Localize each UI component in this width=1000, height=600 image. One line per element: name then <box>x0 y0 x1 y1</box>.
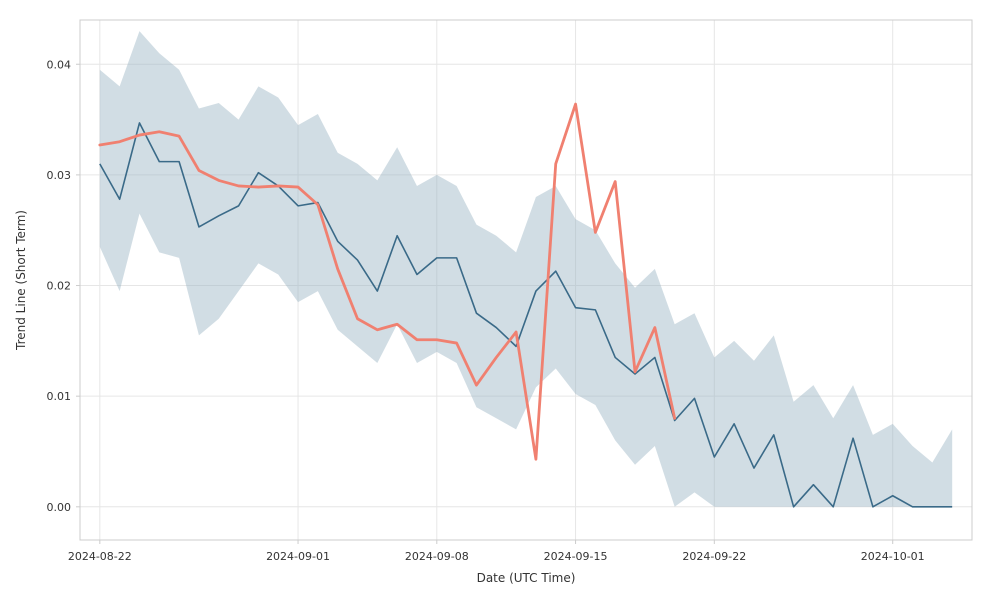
trend-chart: 2024-08-22 2024-09-01 2024-09-08 2024-09-15… <box>0 0 1000 600</box>
y-tick-label: 0.03 <box>47 169 72 182</box>
x-tick-label: 2024-10-01 <box>861 550 925 563</box>
y-axis-label: Trend Line (Short Term) <box>14 210 28 351</box>
x-axis-label: Date (UTC Time) <box>477 571 576 585</box>
x-tick-label: 2024-09-22 <box>682 550 746 563</box>
y-tick-label: 0.01 <box>47 390 72 403</box>
y-tick-label: 0.04 <box>47 58 72 71</box>
y-tick-label: 0.02 <box>47 280 72 293</box>
x-tick-label: 2024-09-01 <box>266 550 330 563</box>
x-tick-label: 2024-09-08 <box>405 550 469 563</box>
x-tick-label: 2024-09-15 <box>544 550 608 563</box>
x-tick-label: 2024-08-22 <box>68 550 132 563</box>
y-tick-label: 0.00 <box>47 501 72 514</box>
